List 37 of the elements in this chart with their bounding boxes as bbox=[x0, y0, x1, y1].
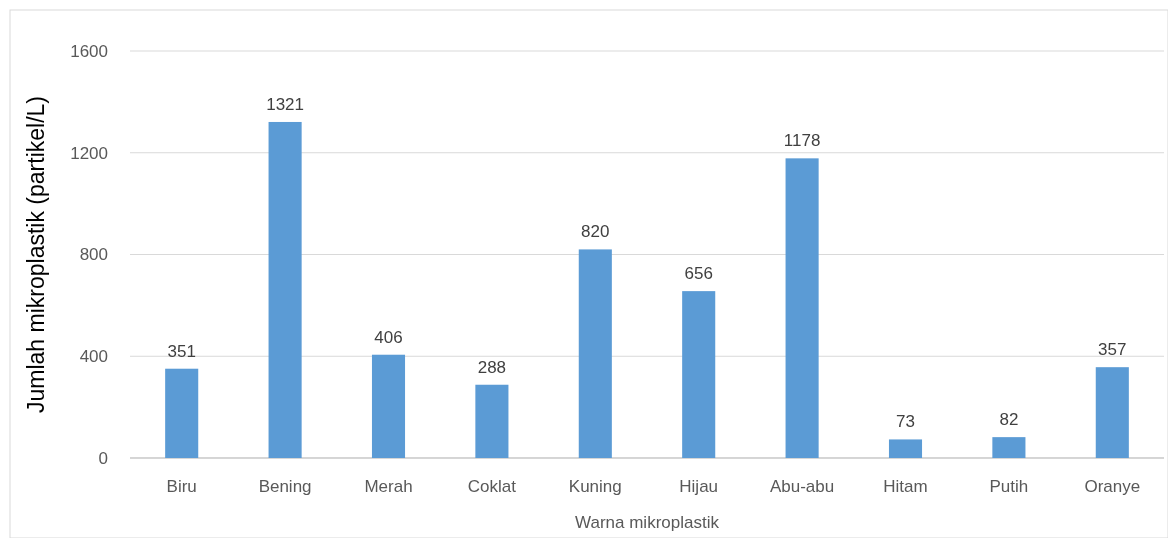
bar bbox=[268, 121, 302, 458]
bar bbox=[371, 354, 406, 458]
data-label: 656 bbox=[684, 264, 713, 284]
x-axis-title: Warna mikroplastik bbox=[575, 513, 720, 532]
bar bbox=[475, 384, 509, 458]
y-tick-label: 0 bbox=[98, 448, 108, 468]
data-label: 351 bbox=[167, 341, 196, 361]
data-label: 1321 bbox=[266, 94, 305, 114]
x-tick-label: Oranye bbox=[1084, 477, 1141, 496]
bar bbox=[578, 249, 612, 458]
bar bbox=[992, 437, 1026, 458]
x-tick-label: Merah bbox=[364, 477, 413, 496]
bar bbox=[682, 291, 716, 458]
x-tick-label: Biru bbox=[166, 477, 197, 496]
data-label: 357 bbox=[1098, 340, 1127, 360]
x-tick-label: Hitam bbox=[883, 477, 928, 496]
data-label: 820 bbox=[581, 222, 610, 242]
y-tick-label: 800 bbox=[79, 245, 108, 265]
x-tick-label: Coklat bbox=[467, 477, 517, 496]
y-tick-label: 400 bbox=[79, 347, 108, 367]
bar bbox=[888, 439, 923, 458]
y-tick-label: 1200 bbox=[70, 143, 108, 163]
data-label: 406 bbox=[374, 327, 403, 347]
x-tick-label: Bening bbox=[258, 477, 312, 496]
data-label: 82 bbox=[999, 410, 1019, 430]
data-label: 288 bbox=[477, 357, 507, 377]
data-label: 73 bbox=[896, 412, 915, 432]
x-tick-label: Abu-abu bbox=[769, 477, 835, 496]
x-tick-label: Hijau bbox=[679, 477, 719, 496]
bar bbox=[1095, 367, 1129, 458]
x-tick-label: Putih bbox=[989, 477, 1029, 496]
x-tick-label: Kuning bbox=[568, 477, 622, 496]
bar bbox=[165, 368, 199, 458]
data-label: 1178 bbox=[783, 131, 821, 151]
y-axis-title: Jumlah mikroplastik (partikel/L) bbox=[23, 96, 49, 413]
bar bbox=[785, 158, 819, 458]
y-tick-label: 1600 bbox=[70, 41, 108, 61]
